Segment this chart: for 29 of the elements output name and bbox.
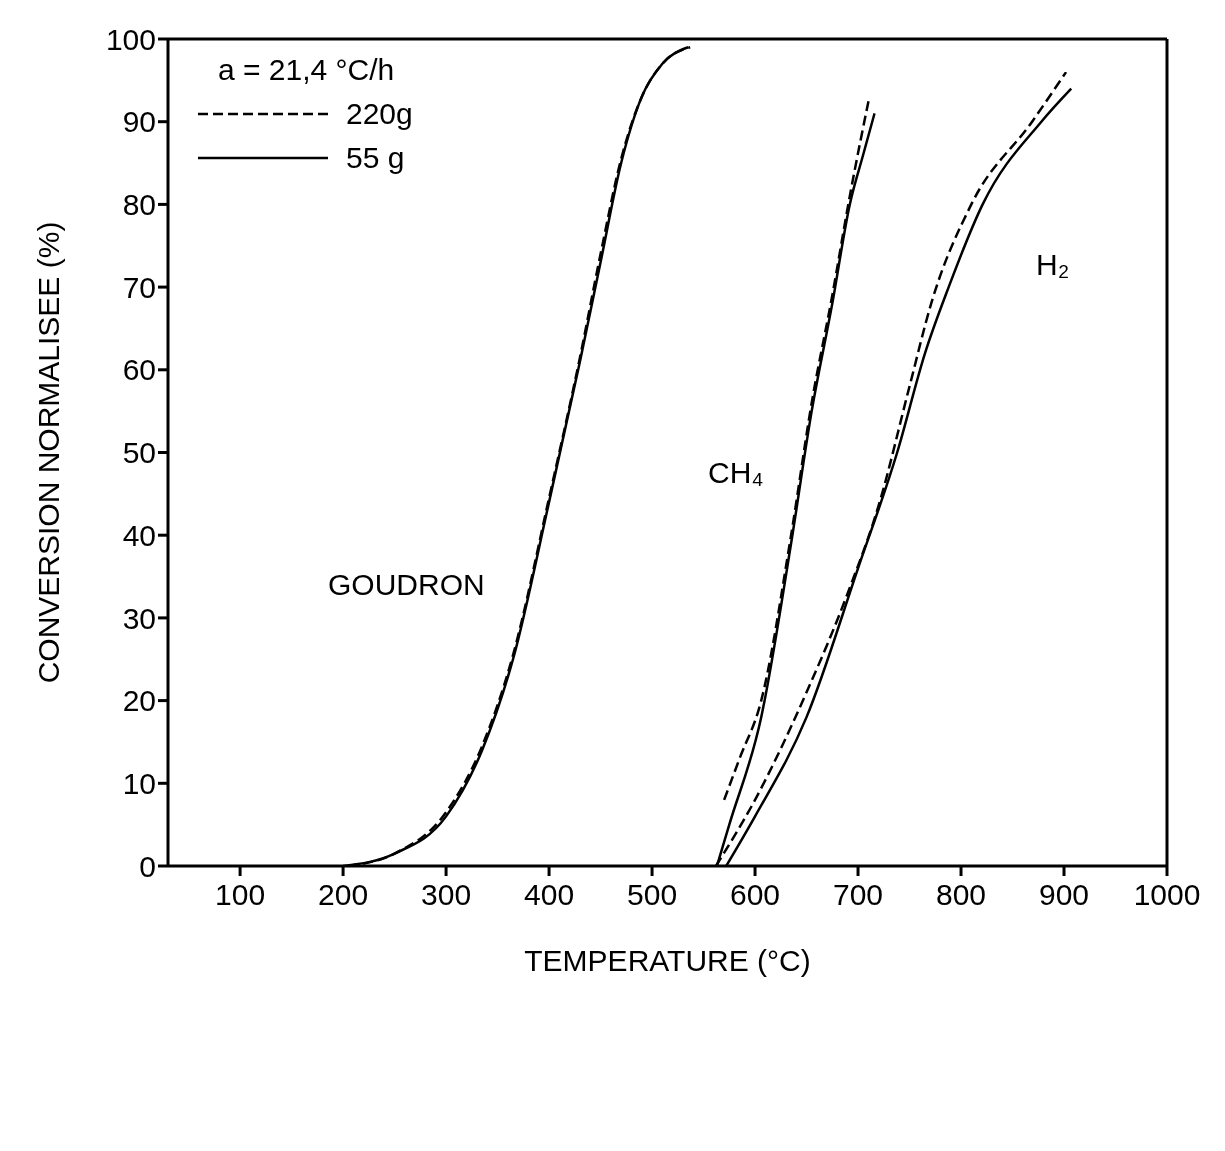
y-tick-label: 40 bbox=[122, 518, 156, 552]
x-tick-label: 300 bbox=[421, 878, 472, 912]
y-tick-label: 50 bbox=[122, 436, 156, 470]
y-tick-label: 20 bbox=[122, 684, 156, 718]
y-tick-label: 100 bbox=[105, 22, 156, 56]
x-tick-label: 900 bbox=[1038, 878, 1090, 912]
x-axis-title: TEMPERATURE (°C) bbox=[524, 944, 811, 977]
annotation: CH₄ bbox=[708, 456, 764, 490]
annotation: GOUDRON bbox=[328, 568, 485, 602]
y-tick-label: 60 bbox=[122, 353, 156, 387]
y-tick-label: 90 bbox=[122, 105, 156, 139]
y-tick-label: 10 bbox=[122, 766, 156, 800]
y-tick-label: 0 bbox=[139, 849, 156, 883]
y-tick-label: 30 bbox=[122, 601, 156, 635]
x-tick-label: 800 bbox=[935, 878, 987, 912]
legend-label: 55 g bbox=[346, 140, 405, 176]
x-tick-label: 600 bbox=[730, 878, 781, 912]
annotation: H₂ bbox=[1036, 248, 1070, 282]
y-tick-label: 70 bbox=[122, 270, 156, 304]
y-axis-title: CONVERSION NORMALISEE (%) bbox=[31, 221, 65, 684]
x-tick-label: 400 bbox=[524, 878, 575, 912]
y-tick-label: 80 bbox=[122, 188, 156, 222]
legend-title: a = 21,4 °C/h bbox=[218, 52, 396, 88]
legend-label: 220g bbox=[346, 96, 413, 132]
x-tick-label: 1000 bbox=[1133, 878, 1201, 912]
x-tick-label: 100 bbox=[215, 878, 266, 912]
x-tick-label: 200 bbox=[318, 878, 369, 912]
x-tick-label: 700 bbox=[833, 878, 884, 912]
x-tick-label: 500 bbox=[627, 878, 678, 912]
